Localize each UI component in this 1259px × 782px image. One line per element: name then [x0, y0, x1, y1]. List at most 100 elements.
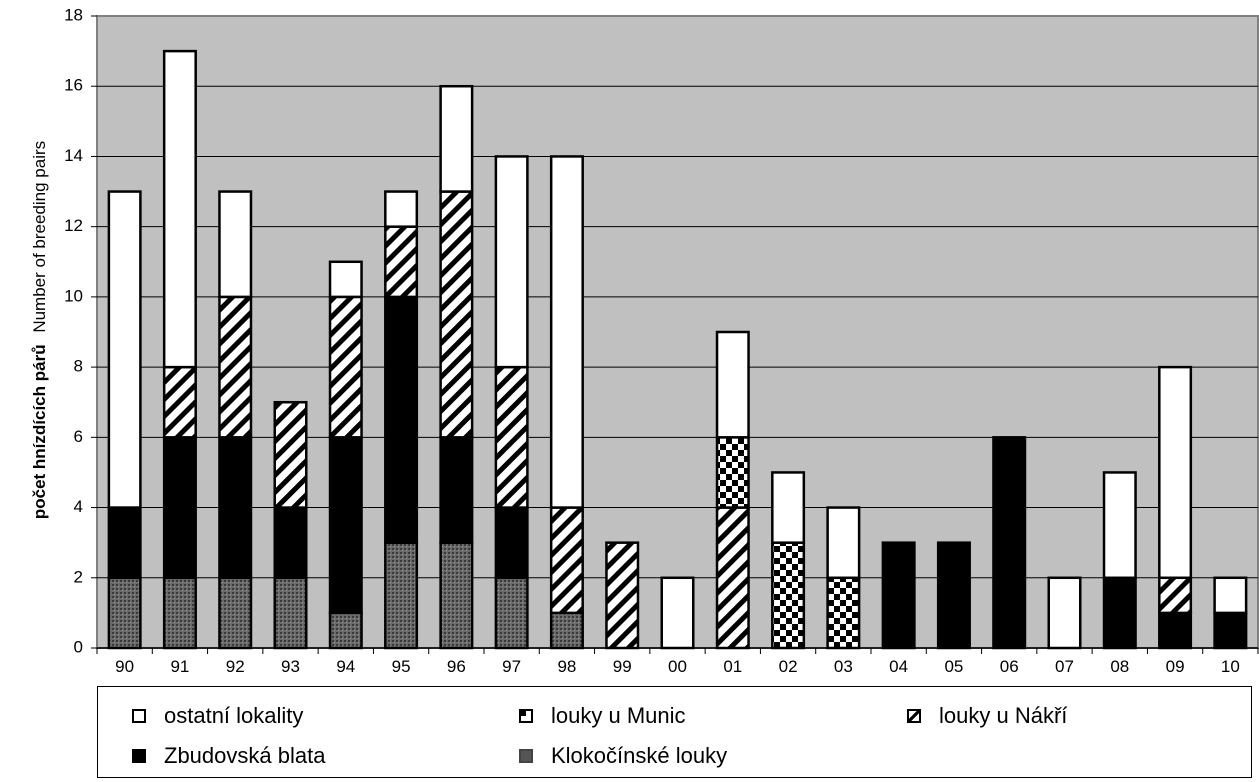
- x-tick-label: 10: [1221, 657, 1240, 676]
- y-tick-label: 14: [64, 146, 83, 165]
- bar-segment-ostatn-lokality: [107, 190, 142, 509]
- x-tick-label: 98: [557, 657, 576, 676]
- bar-segment-ostatn-lokality: [1213, 576, 1248, 615]
- bar-segment-zbudovsk-blata: [881, 541, 916, 650]
- y-axis-label-rest: Number of breeding pairs: [30, 141, 49, 333]
- bar-segment-louky-u-n-k-: [715, 506, 750, 650]
- bar-segment-kloko-nsk-louky: [107, 576, 142, 650]
- y-tick-label: 6: [74, 427, 83, 446]
- bar-segment-louky-u-n-k-: [384, 225, 419, 299]
- x-tick-label: 97: [502, 657, 521, 676]
- bar-segment-ostatn-lokality: [218, 190, 253, 299]
- bar-segment-louky-u-n-k-: [494, 365, 529, 509]
- x-tick-label: 94: [336, 657, 355, 676]
- legend-swatch: [519, 709, 533, 723]
- bar-segment-louky-u-munic: [826, 576, 861, 650]
- x-tick-label: 99: [613, 657, 632, 676]
- bar-segment-kloko-nsk-louky: [494, 576, 529, 650]
- bar-segment-zbudovsk-blata: [1102, 576, 1137, 650]
- bar-segment-zbudovsk-blata: [1213, 611, 1248, 650]
- bar-segment-ostatn-lokality: [162, 49, 197, 369]
- x-tick-label: 06: [1000, 657, 1019, 676]
- bar-segment-louky-u-n-k-: [218, 295, 253, 439]
- bar-segment-ostatn-lokality: [771, 471, 806, 544]
- y-axis-ticks: 0 2 4 6 8 10 12 14 16 18: [64, 5, 97, 656]
- x-tick-label: 04: [889, 657, 908, 676]
- x-tick-label: 91: [170, 657, 189, 676]
- y-tick-label: 4: [74, 497, 83, 516]
- legend-label: louky u Nákří: [939, 703, 1068, 728]
- legend-item: louky u Munic: [519, 703, 686, 729]
- bar-segment-louky-u-n-k-: [1158, 576, 1193, 615]
- bar-segment-kloko-nsk-louky: [549, 611, 584, 650]
- y-tick-label: 2: [74, 567, 83, 586]
- y-axis-label: počet hnízdících párů Number of breeding…: [30, 141, 49, 519]
- y-tick-label: 18: [64, 5, 83, 24]
- y-axis-label-bold: počet hnízdících párů: [30, 344, 49, 519]
- x-tick-label: 09: [1166, 657, 1185, 676]
- x-tick-label: 96: [447, 657, 466, 676]
- bar-segment-ostatn-lokality: [715, 330, 750, 439]
- bar-segment-ostatn-lokality: [549, 155, 584, 509]
- y-tick-label: 12: [64, 216, 83, 235]
- legend-swatch: [132, 749, 146, 763]
- bar-segment-zbudovsk-blata: [218, 436, 253, 580]
- bar-segment-louky-u-n-k-: [162, 365, 197, 439]
- x-tick-label: 95: [392, 657, 411, 676]
- bar-segment-ostatn-lokality: [1102, 471, 1137, 580]
- plot-background: [96, 15, 1259, 649]
- bar-segment-zbudovsk-blata: [384, 295, 419, 544]
- legend-label: louky u Munic: [551, 703, 686, 728]
- x-tick-label: 93: [281, 657, 300, 676]
- bar-segment-zbudovsk-blata: [992, 436, 1027, 650]
- x-tick-label: 07: [1055, 657, 1074, 676]
- plot-area: [96, 15, 1259, 649]
- y-tick-label: 16: [64, 76, 83, 95]
- bar-segment-ostatn-lokality: [439, 84, 474, 193]
- x-tick-label: 03: [834, 657, 853, 676]
- x-tick-label: 92: [226, 657, 245, 676]
- bar-segment-ostatn-lokality: [1047, 576, 1082, 650]
- bar-segment-ostatn-lokality: [384, 190, 419, 228]
- legend-label: Zbudovská blata: [164, 743, 326, 768]
- x-tick-label: 02: [779, 657, 798, 676]
- legend-item: Klokočínské louky: [519, 743, 727, 769]
- bar-segment-zbudovsk-blata: [273, 506, 308, 580]
- bar-segment-louky-u-n-k-: [549, 506, 584, 615]
- legend-item: louky u Nákří: [907, 703, 1067, 729]
- bar-segment-kloko-nsk-louky: [439, 541, 474, 650]
- bar-segment-zbudovsk-blata: [936, 541, 971, 650]
- bars: [107, 49, 1248, 650]
- bar-segment-kloko-nsk-louky: [218, 576, 253, 650]
- y-tick-label: 10: [64, 286, 83, 305]
- bar-segment-zbudovsk-blata: [162, 436, 197, 580]
- bar-segment-ostatn-lokality: [826, 506, 861, 580]
- x-tick-label: 05: [944, 657, 963, 676]
- legend-item: Zbudovská blata: [132, 743, 325, 769]
- bar-segment-zbudovsk-blata: [328, 436, 363, 615]
- bar-segment-louky-u-n-k-: [328, 295, 363, 439]
- bar-segment-zbudovsk-blata: [439, 436, 474, 544]
- bar-segment-louky-u-munic: [715, 436, 750, 509]
- legend-swatch: [132, 709, 146, 723]
- bar-segment-louky-u-n-k-: [605, 541, 640, 650]
- y-tick-label: 8: [74, 357, 83, 376]
- x-axis-ticks: 90 91 92 93 94 95 96 97 98 99 00 01 02 03 04 05 06 07 08 09…: [96, 648, 1259, 676]
- bar-segment-zbudovsk-blata: [1158, 611, 1193, 650]
- bar-segment-ostatn-lokality: [1158, 365, 1193, 580]
- legend-swatch: [519, 749, 533, 763]
- bar-segment-kloko-nsk-louky: [162, 576, 197, 650]
- bar-segment-ostatn-lokality: [660, 576, 695, 650]
- bar-segment-louky-u-n-k-: [273, 400, 308, 509]
- bar-segment-kloko-nsk-louky: [328, 611, 363, 650]
- bar-segment-kloko-nsk-louky: [273, 576, 308, 650]
- legend-item: ostatní lokality: [132, 703, 303, 729]
- bar-segment-kloko-nsk-louky: [384, 541, 419, 650]
- bar-segment-louky-u-n-k-: [439, 190, 474, 439]
- bar-segment-zbudovsk-blata: [107, 506, 142, 580]
- x-tick-label: 08: [1110, 657, 1129, 676]
- legend-label: ostatní lokality: [164, 703, 304, 728]
- x-tick-label: 00: [668, 657, 687, 676]
- legend-swatch: [907, 709, 921, 723]
